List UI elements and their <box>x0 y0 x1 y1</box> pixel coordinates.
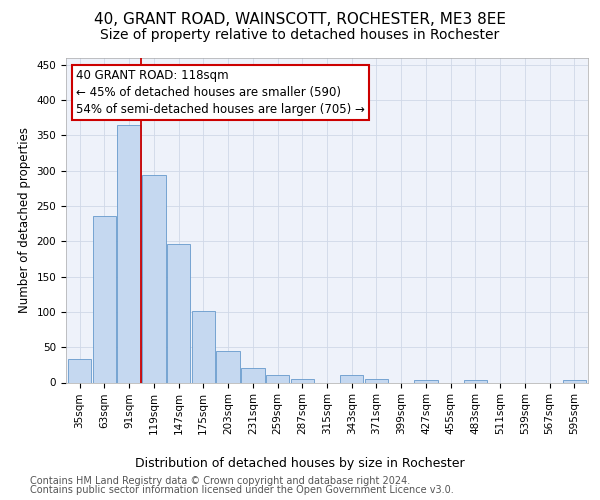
Y-axis label: Number of detached properties: Number of detached properties <box>18 127 31 313</box>
Bar <box>68 359 91 382</box>
Bar <box>464 380 487 382</box>
Bar <box>290 379 314 382</box>
Text: Contains HM Land Registry data © Crown copyright and database right 2024.: Contains HM Land Registry data © Crown c… <box>30 476 410 486</box>
Bar <box>118 124 141 382</box>
Bar <box>365 379 388 382</box>
Bar <box>167 244 190 382</box>
Text: Size of property relative to detached houses in Rochester: Size of property relative to detached ho… <box>100 28 500 42</box>
Text: 40 GRANT ROAD: 118sqm
← 45% of detached houses are smaller (590)
54% of semi-det: 40 GRANT ROAD: 118sqm ← 45% of detached … <box>76 69 365 116</box>
Bar <box>92 216 116 382</box>
Bar <box>216 352 240 382</box>
Text: Contains public sector information licensed under the Open Government Licence v3: Contains public sector information licen… <box>30 485 454 495</box>
Text: 40, GRANT ROAD, WAINSCOTT, ROCHESTER, ME3 8EE: 40, GRANT ROAD, WAINSCOTT, ROCHESTER, ME… <box>94 12 506 28</box>
Bar <box>340 376 364 382</box>
Bar <box>414 380 438 382</box>
Bar <box>191 311 215 382</box>
Text: Distribution of detached houses by size in Rochester: Distribution of detached houses by size … <box>135 458 465 470</box>
Bar <box>563 380 586 382</box>
Bar <box>142 176 166 382</box>
Bar <box>241 368 265 382</box>
Bar <box>266 374 289 382</box>
